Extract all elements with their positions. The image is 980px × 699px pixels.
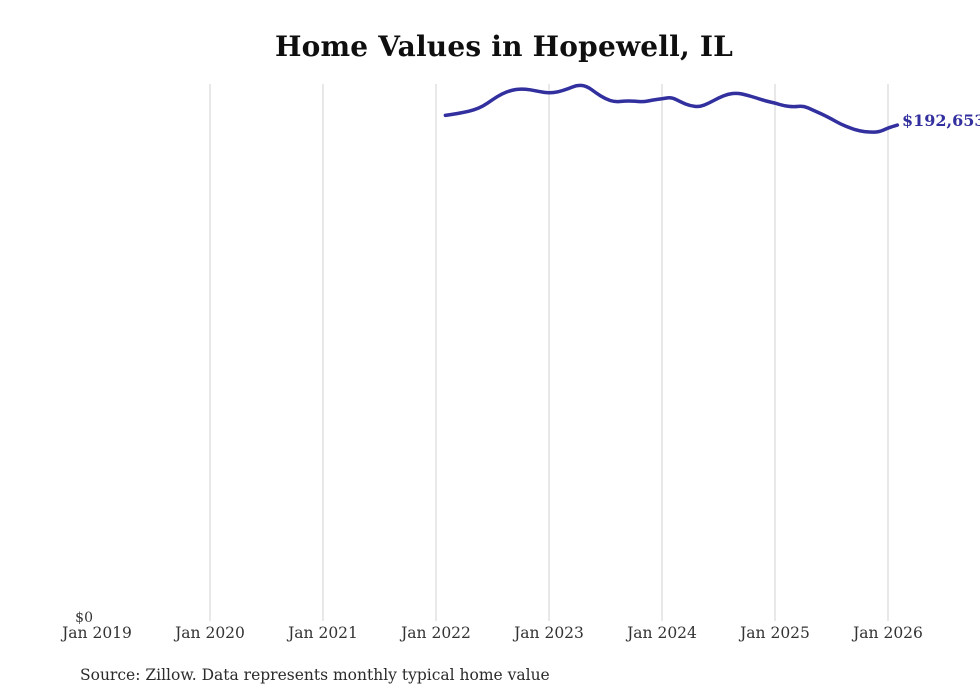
x-tick-label: Jan 2020: [175, 624, 245, 642]
x-tick-label: Jan 2023: [514, 624, 584, 642]
x-tick-label: Jan 2024: [627, 624, 697, 642]
gridlines: [209, 84, 889, 621]
x-tick-label: Jan 2019: [62, 624, 132, 642]
x-tick-label: Jan 2021: [288, 624, 358, 642]
latest-value-label: $192,653: [902, 111, 980, 131]
chart-title: Home Values in Hopewell, IL: [274, 30, 734, 63]
x-tick-label: Jan 2022: [401, 624, 471, 642]
source-note: Source: Zillow. Data represents monthly …: [80, 666, 550, 684]
x-tick-label: Jan 2026: [853, 624, 923, 642]
trend-line: [443, 83, 900, 134]
y-axis-zero-label: $0: [75, 610, 93, 626]
x-tick-label: Jan 2025: [740, 624, 810, 642]
